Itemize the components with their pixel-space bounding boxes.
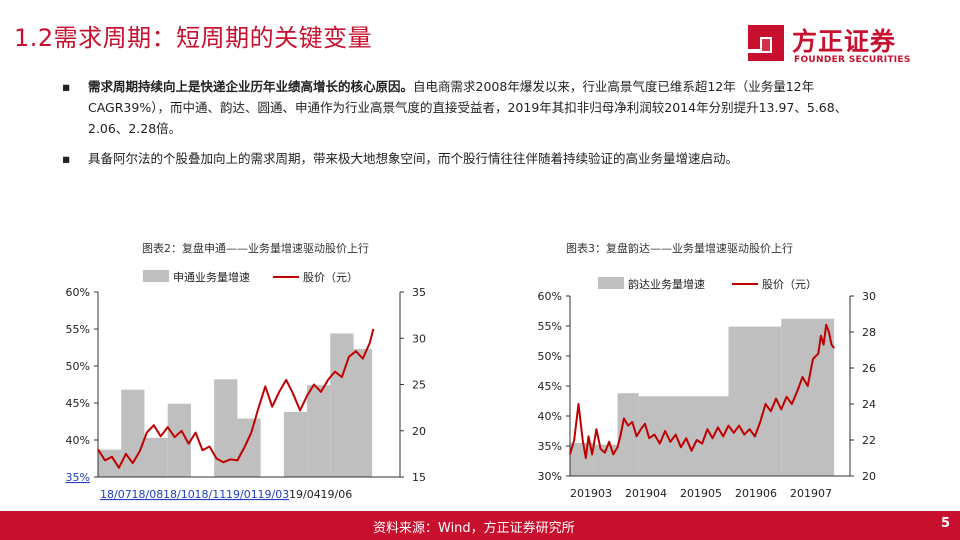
y-tick-label-left: 60% [538,290,562,303]
bar [593,444,618,476]
y-tick-label-left: 35% [66,471,90,484]
x-tick-label: 19/01 [226,488,258,501]
legend-bar-swatch [598,277,624,289]
x-tick-label: 18/11 [195,488,227,501]
legend-label-volume: 韵达业务量增速 [628,277,705,291]
x-tick-label: 201903 [570,487,612,500]
bar [307,385,331,477]
source-note: 资料来源：Wind，方正证券研究所 [373,521,575,536]
chart-caption-sto: 图表2：复盘申通——业务量增速驱动股价上行 [142,242,369,255]
y-tick-label-left: 50% [66,360,90,373]
bar [167,403,191,477]
y-tick-label-right: 20 [862,470,876,483]
y-tick-label-left: 45% [538,380,562,393]
y-tick-label-left: 40% [66,434,90,447]
y-tick-label-left: 55% [538,320,562,333]
y-tick-label-left: 45% [66,397,90,410]
bar [144,437,168,477]
page-number: 5 [941,516,951,531]
bar [330,333,354,477]
y-tick-label-right: 30 [862,290,876,303]
y-tick-label-right: 35 [412,286,426,299]
bullet-item: ▪ 需求周期持续向上是快递企业历年业绩高增长的核心原因。自电商需求2008年爆发… [62,76,862,139]
x-tick-label: 201905 [680,487,722,500]
price-line [97,328,375,469]
y-tick-label-left: 60% [66,286,90,299]
chart-caption-yunda: 图表3：复盘韵达——业务量增速驱动股价上行 [566,242,793,255]
y-tick-label-right: 26 [862,362,876,375]
x-tick-label: 201904 [625,487,667,500]
x-tick-label: 18/07 [100,488,132,501]
legend-label-price: 股价（元） [762,278,817,291]
company-logo: 方正证券 FOUNDER SECURITIES [748,22,918,70]
y-tick-label-right: 28 [862,326,876,339]
x-tick-label: 19/04 [289,488,321,501]
founder-logo-icon [748,25,784,61]
bar [570,443,594,476]
y-tick-label-left: 40% [538,410,562,423]
page-title: 1.2需求周期：短周期的关键变量 [14,24,373,52]
bar [638,396,729,476]
y-tick-label-right: 20 [412,425,426,438]
price-line [569,323,836,459]
x-tick-label: 201907 [790,487,832,500]
y-tick-label-right: 25 [412,379,426,392]
y-tick-label-left: 55% [66,323,90,336]
bar [617,393,639,476]
legend-bar-swatch [143,270,169,282]
footer-bar: 资料来源：Wind，方正证券研究所 5 [0,511,960,540]
y-tick-label-left: 30% [538,470,562,483]
y-tick-label-right: 30 [412,332,426,345]
bar [728,326,782,476]
bullet-list: ▪ 需求周期持续向上是快递企业历年业绩高增长的核心原因。自电商需求2008年爆发… [62,76,862,178]
x-tick-label: 18/08 [132,488,164,501]
y-tick-label-left: 35% [538,440,562,453]
legend-label-volume: 申通业务量增速 [173,270,250,284]
bullet-item: ▪ 具备阿尔法的个股叠加向上的需求周期，带来极大地想象空间，而个股行情往往伴随着… [62,148,862,169]
logo-text-cn: 方正证券 [792,27,897,56]
bar [214,379,238,477]
bullet-text: 具备阿尔法的个股叠加向上的需求周期，带来极大地想象空间，而个股行情往往伴随着持续… [88,151,739,166]
bullet-mark-icon: ▪ [62,79,71,94]
bar [283,411,308,477]
bar [121,389,145,477]
bar [781,318,835,476]
x-tick-label: 18/10 [163,488,195,501]
y-tick-label-right: 22 [862,434,876,447]
y-tick-label-left: 50% [538,350,562,363]
x-tick-label: 19/03 [258,488,290,501]
logo-text-en: FOUNDER SECURITIES [794,55,911,65]
bullet-bold-text: 需求周期持续向上是快递企业历年业绩高增长的核心原因。 [88,79,414,94]
x-tick-label: 201906 [735,487,777,500]
legend-label-price: 股价（元） [303,271,358,284]
bullet-text: 自电商需求2008年爆发以来，行业高景气度已维系超12年（业务量12年CAGR3… [88,79,848,136]
x-tick-label: 19/06 [321,488,353,501]
y-tick-label-right: 15 [412,471,426,484]
bar [237,418,261,477]
bar [98,449,122,477]
y-tick-label-right: 24 [862,398,876,411]
bar [353,348,373,477]
bullet-mark-icon: ▪ [62,151,71,166]
